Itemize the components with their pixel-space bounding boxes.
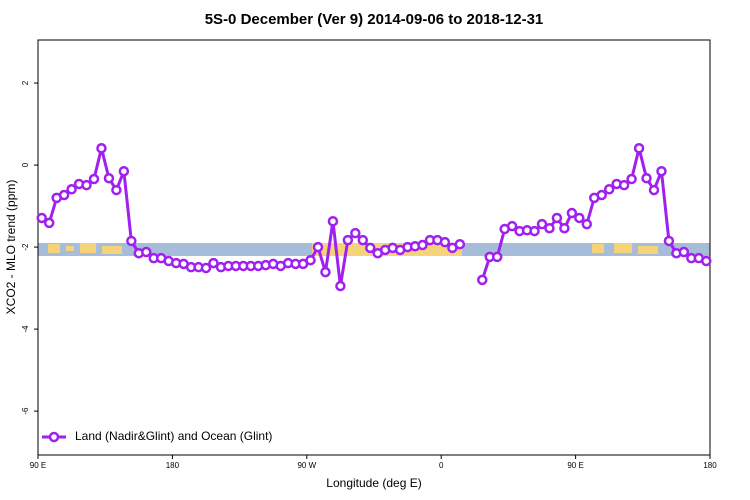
data-point: [58, 189, 70, 201]
data-point: [581, 218, 593, 230]
land-patch: [102, 246, 122, 254]
series-line: [40, 146, 707, 288]
legend-marker: [48, 431, 60, 443]
land-patch: [638, 246, 658, 254]
x-tick-label: 180: [703, 461, 717, 470]
data-point: [103, 172, 115, 184]
data-point: [454, 238, 466, 250]
x-axis-label: Longitude (deg E): [326, 476, 421, 490]
data-point: [417, 239, 428, 251]
x-tick-label: 90 W: [297, 461, 316, 470]
x-tick-label: 0: [439, 461, 444, 470]
land-patch: [80, 243, 96, 253]
x-tick-label: 90 E: [567, 461, 583, 470]
data-point: [36, 212, 47, 224]
data-point: [305, 254, 316, 266]
land-patch: [592, 244, 604, 253]
y-tick-label: -6: [21, 407, 30, 415]
data-point: [626, 173, 637, 185]
data-point: [81, 179, 92, 191]
land-patch: [66, 246, 74, 251]
data-point: [335, 280, 346, 292]
data-point: [656, 165, 667, 177]
data-point: [618, 179, 630, 191]
data-point: [111, 184, 122, 196]
data-point: [208, 257, 219, 269]
data-point: [200, 262, 212, 274]
data-point: [357, 234, 369, 246]
data-point: [536, 218, 548, 230]
data-point: [320, 266, 331, 278]
data-point: [506, 220, 518, 232]
data-point: [477, 274, 488, 286]
y-tick-label: 0: [21, 162, 30, 167]
x-tick-label: 180: [166, 461, 180, 470]
y-tick-label: 2: [21, 80, 30, 85]
data-point: [678, 246, 690, 258]
land-patch: [48, 244, 60, 253]
data-point: [596, 189, 607, 201]
data-point: [641, 172, 652, 184]
data-point: [566, 207, 578, 219]
y-axis-label: XCO2 - MLO trend (ppm): [4, 180, 18, 315]
data-point: [342, 234, 354, 246]
data-point: [544, 222, 555, 234]
data-point: [648, 184, 660, 196]
y-tick-label: -4: [21, 325, 30, 333]
data-point: [312, 241, 324, 253]
data-point: [66, 184, 77, 195]
x-tick-label: 90 E: [30, 461, 46, 470]
data-point: [701, 255, 712, 267]
data-point: [551, 212, 563, 224]
data-point: [88, 173, 100, 185]
data-point: [327, 216, 339, 227]
data-point: [126, 235, 137, 247]
data-point: [141, 246, 152, 258]
data-point: [559, 222, 570, 234]
data-point: [43, 217, 55, 229]
data-point: [663, 235, 675, 247]
data-point: [633, 143, 645, 154]
data-point: [491, 251, 503, 263]
data-point: [96, 143, 107, 154]
data-point: [439, 236, 451, 248]
chart-title: 5S-0 December (Ver 9) 2014-09-06 to 2018…: [205, 11, 544, 28]
data-point: [118, 165, 130, 177]
data-point: [574, 212, 585, 224]
data-point: [365, 242, 376, 254]
data-point: [350, 227, 361, 239]
y-tick-label: -2: [21, 243, 30, 251]
data-point: [603, 184, 615, 195]
legend-label: Land (Nadir&Glint) and Ocean (Glint): [75, 429, 272, 443]
land-patch: [614, 243, 632, 253]
data-point: [529, 225, 540, 237]
